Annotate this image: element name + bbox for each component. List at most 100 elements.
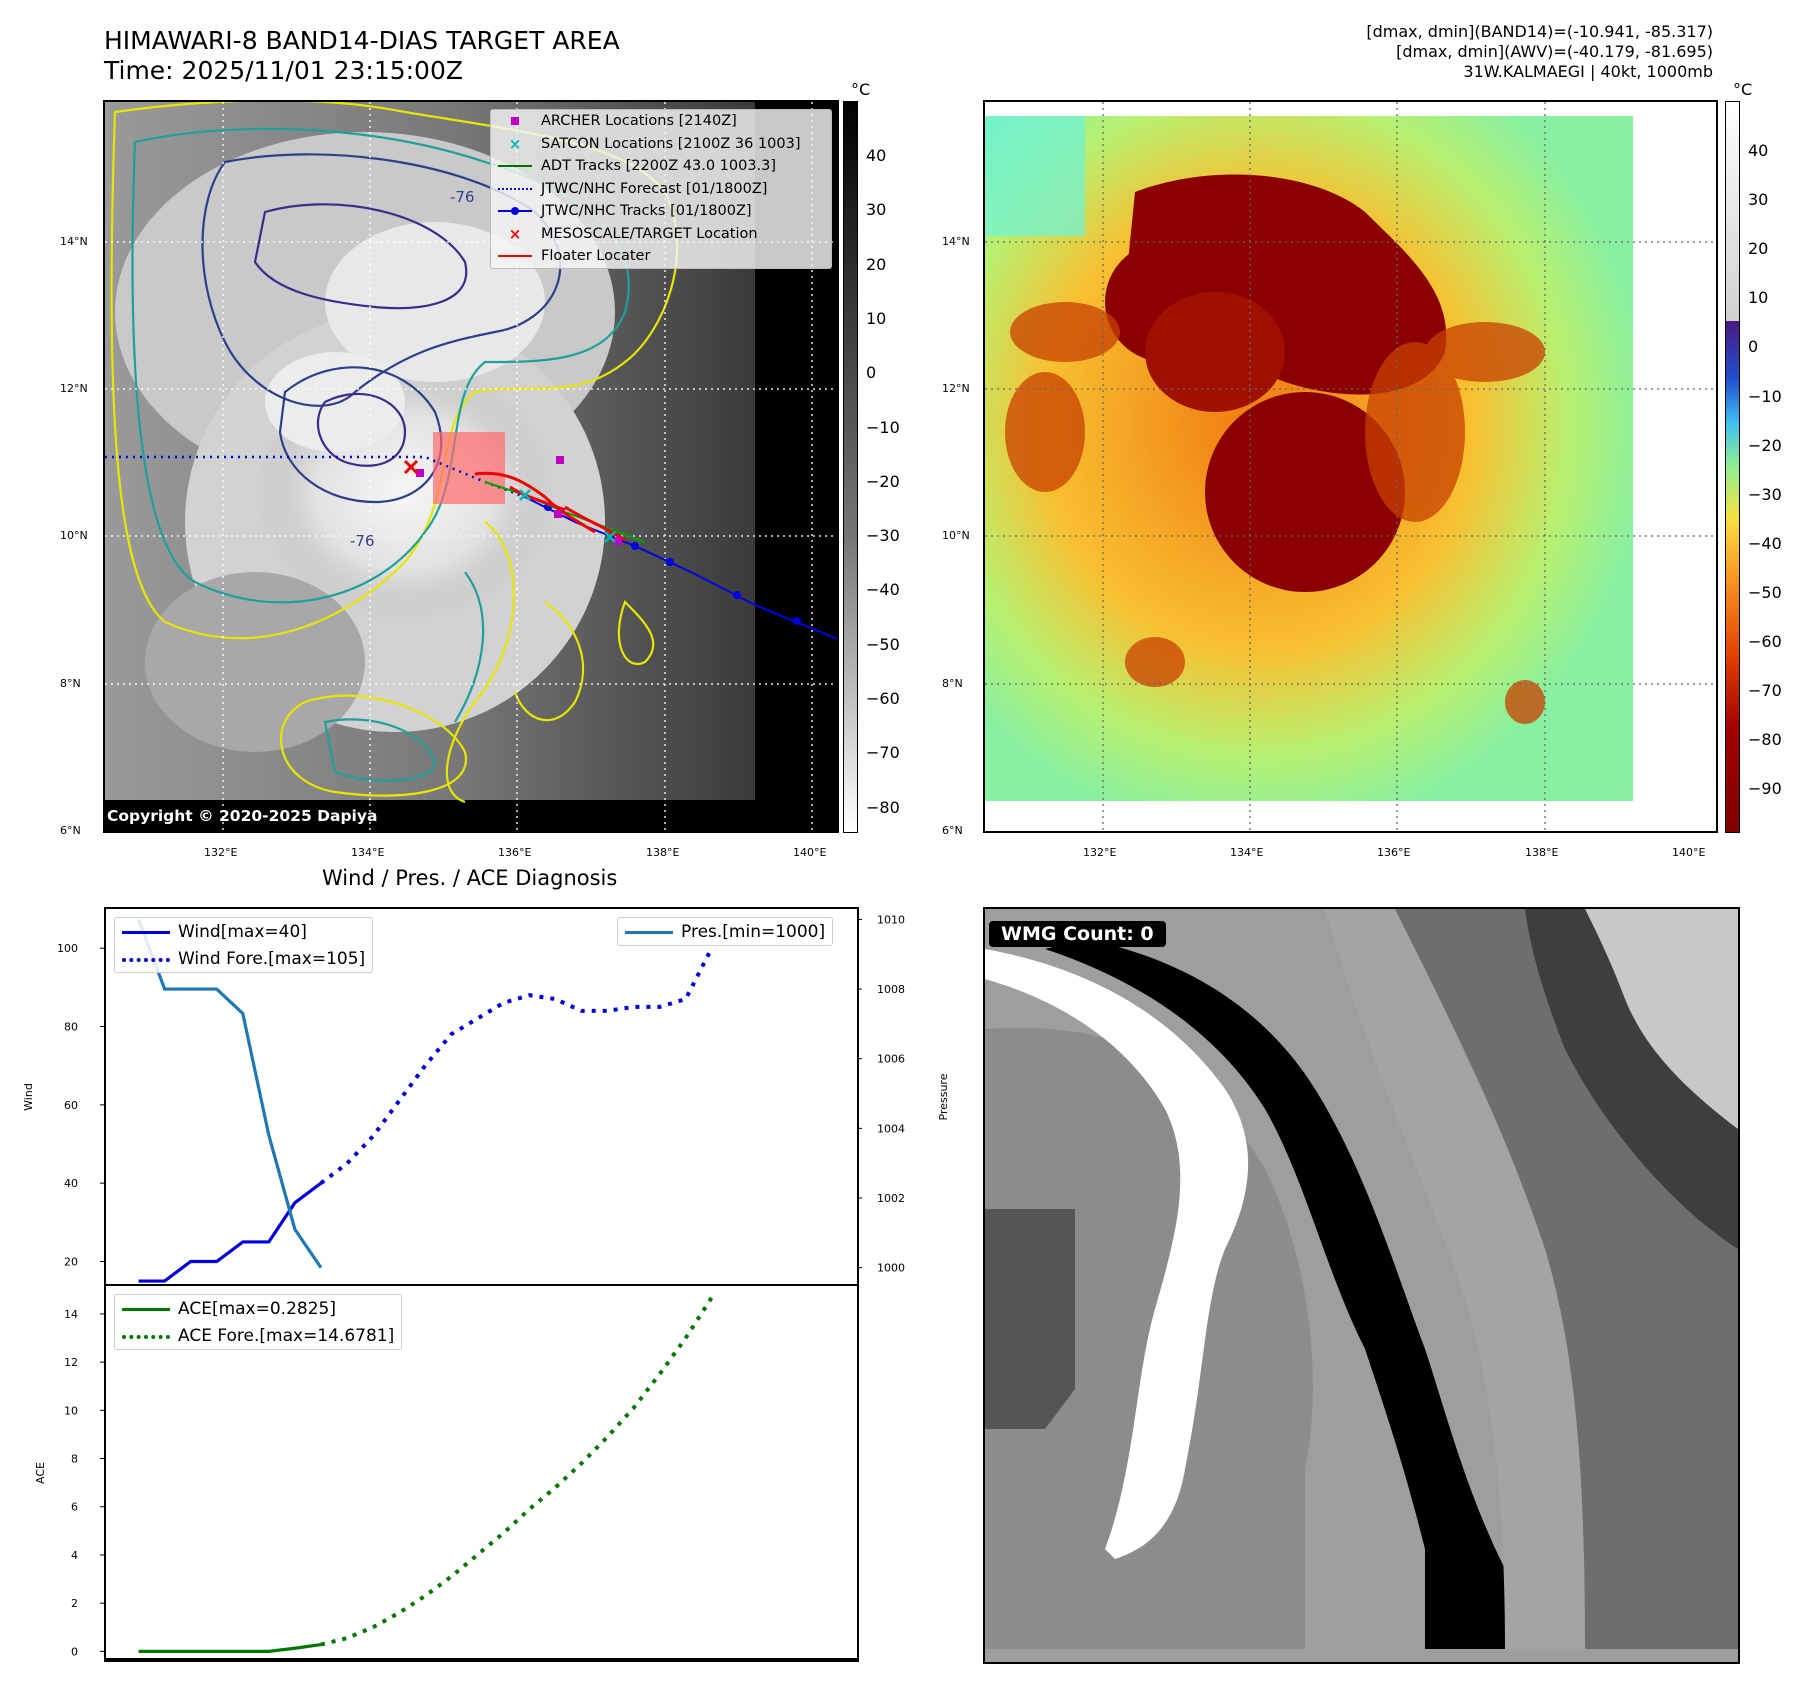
colorbar-unit: °C [851, 80, 871, 99]
lat-label: 12°N [60, 382, 88, 395]
contour-label: -76 [350, 532, 375, 550]
pressure-line [137, 918, 323, 1269]
colorbar-tick-label: −30 [1748, 484, 1782, 504]
lon-label: 140°E [793, 846, 827, 859]
legend-marker-icon: × [508, 134, 522, 153]
info-line-2: [dmax, dmin](AWV)=(-40.179, -81.695) [1396, 42, 1713, 61]
intensity-info: [dmax, dmin](BAND14)=(-10.941, -85.317) … [1366, 22, 1713, 82]
lat-label: 6°N [60, 824, 81, 837]
y-tick-label: 0 [71, 1645, 78, 1658]
pressure-legend: Pres.[min=1000] [617, 917, 834, 946]
colorbar-right [1725, 101, 1740, 833]
lon-label: 134°E [351, 846, 385, 859]
y-tick-label: 100 [57, 942, 78, 955]
y-tick-label: 2 [71, 1597, 78, 1610]
ace-forecast-line [320, 1296, 714, 1647]
map-legend-item: ARCHER Locations [2140Z] [491, 110, 831, 133]
target-location [403, 459, 419, 475]
legend-item-ace: ACE[max=0.2825] [115, 1295, 401, 1322]
title-line-1: HIMAWARI-8 BAND14-DIAS TARGET AREA [104, 26, 620, 55]
jtwc-track-points [544, 503, 801, 625]
y-tick-label: 8 [71, 1453, 78, 1466]
legend-marker-icon [497, 182, 533, 196]
colorbar-tick-label: −30 [866, 526, 900, 546]
colorbar-tick-label: −90 [1748, 779, 1782, 799]
y-tick-label: 6 [71, 1501, 78, 1514]
colorbar-tick-label: −60 [866, 689, 900, 708]
ace-line [138, 1642, 322, 1653]
lon-label: 136°E [498, 846, 532, 859]
diagnosis-chart: 20 40 60 80 100 1000 1002 1004 1006 1008 1010 0 2 4 6 8… [22, 907, 950, 1664]
y-tick-label: 40 [64, 1177, 78, 1190]
colorbar-tick-label: −10 [866, 417, 900, 437]
jtwc-best-track [524, 496, 837, 640]
colorbar-tick-label: 30 [1748, 190, 1769, 210]
y-tick-label: 80 [64, 1021, 78, 1034]
colorbar-tick-label: −20 [866, 471, 900, 491]
legend-marker-icon: × [508, 224, 522, 243]
lon-label: 132°E [204, 846, 238, 859]
map-legend-item: ADT Tracks [2200Z 43.0 1003.3] [491, 155, 831, 178]
map-legend-item: × SATCON Locations [2100Z 36 1003] [491, 133, 831, 156]
y-right-tick-label: 1000 [877, 1262, 905, 1275]
wmg-panel: WMG Count: 0 [983, 907, 1740, 1664]
lat-label: 12°N [942, 382, 970, 395]
colorbar-tick-label: 0 [1748, 337, 1759, 357]
colorbar-tick-label: 40 [1748, 141, 1769, 160]
lon-label: 134°E [1230, 846, 1264, 859]
colorbar-unit: °C [1733, 80, 1753, 99]
colorbar-tick-label: 20 [866, 254, 887, 274]
map-legend-item: JTWC/NHC Forecast [01/1800Z] [491, 178, 831, 201]
y-right-tick-label: 1006 [877, 1053, 905, 1066]
floater-box [433, 432, 505, 504]
y-tick-label: 10 [64, 1404, 78, 1417]
top-axes-frame [104, 907, 859, 1660]
colorbar-tick-label: −70 [1748, 681, 1782, 701]
legend-marker-icon [497, 159, 533, 173]
map-legend: ARCHER Locations [2140Z] × SATCON Location… [490, 109, 832, 269]
colorbar-tick-label: −60 [1748, 632, 1782, 651]
y-tick-label: 60 [64, 1099, 78, 1112]
colorbar-tick-label: 10 [1748, 288, 1769, 308]
colorbar-tick-label: 40 [866, 146, 887, 165]
legend-item-wind: Wind[max=40] [115, 918, 372, 945]
colorbar-tick-label: 0 [866, 363, 877, 383]
map-legend-item: Floater Locater [491, 245, 831, 268]
awv-map[interactable] [983, 100, 1718, 833]
lat-label: 8°N [60, 677, 81, 690]
y-right-tick-label: 1008 [877, 983, 905, 996]
wind-line [138, 1181, 322, 1283]
lat-label: 14°N [942, 235, 970, 248]
map-legend-item: JTWC/NHC Tracks [01/1800Z] [491, 200, 831, 223]
colorbar-tick-label: −50 [1748, 582, 1782, 602]
colorbar-tick-label: −70 [866, 743, 900, 763]
lon-label: 138°E [646, 846, 680, 859]
y-right-tick-label: 1004 [877, 1122, 905, 1135]
ace-legend: ACE[max=0.2825] ACE Fore.[max=14.6781] [114, 1294, 403, 1350]
wind-legend: Wind[max=40] Wind Fore.[max=105] [114, 917, 374, 973]
lat-label: 10°N [60, 529, 88, 542]
lat-label: 14°N [60, 235, 88, 248]
lon-label: 140°E [1672, 846, 1706, 859]
colorbar-tick-label: −80 [1748, 730, 1782, 750]
lon-label: 138°E [1525, 846, 1559, 859]
legend-marker-icon [497, 204, 533, 218]
colorbar-tick-label: −50 [866, 634, 900, 654]
colorbar-tick-label: 10 [866, 308, 887, 328]
legend-item-wind-forecast: Wind Fore.[max=105] [115, 945, 372, 972]
y-tick-label: 20 [64, 1256, 78, 1269]
band14-map[interactable]: -76 -76 [103, 100, 839, 833]
satcon-locations [519, 489, 616, 543]
colorbar-tick-label: −40 [1748, 533, 1782, 553]
lat-label: 6°N [942, 824, 963, 837]
legend-item-pressure: Pres.[min=1000] [618, 918, 832, 945]
legend-marker-icon [497, 249, 533, 263]
y-right-tick-label: 1002 [877, 1192, 905, 1205]
lon-label: 136°E [1377, 846, 1411, 859]
title-line-2: Time: 2025/11/01 23:15:00Z [104, 56, 463, 85]
colorbar-tick-label: 20 [1748, 239, 1769, 259]
lat-label: 10°N [942, 529, 970, 542]
colorbar-tick-label: −80 [866, 797, 900, 817]
y-tick-label: 12 [64, 1356, 78, 1369]
colorbar-tick-label: −40 [866, 580, 900, 600]
